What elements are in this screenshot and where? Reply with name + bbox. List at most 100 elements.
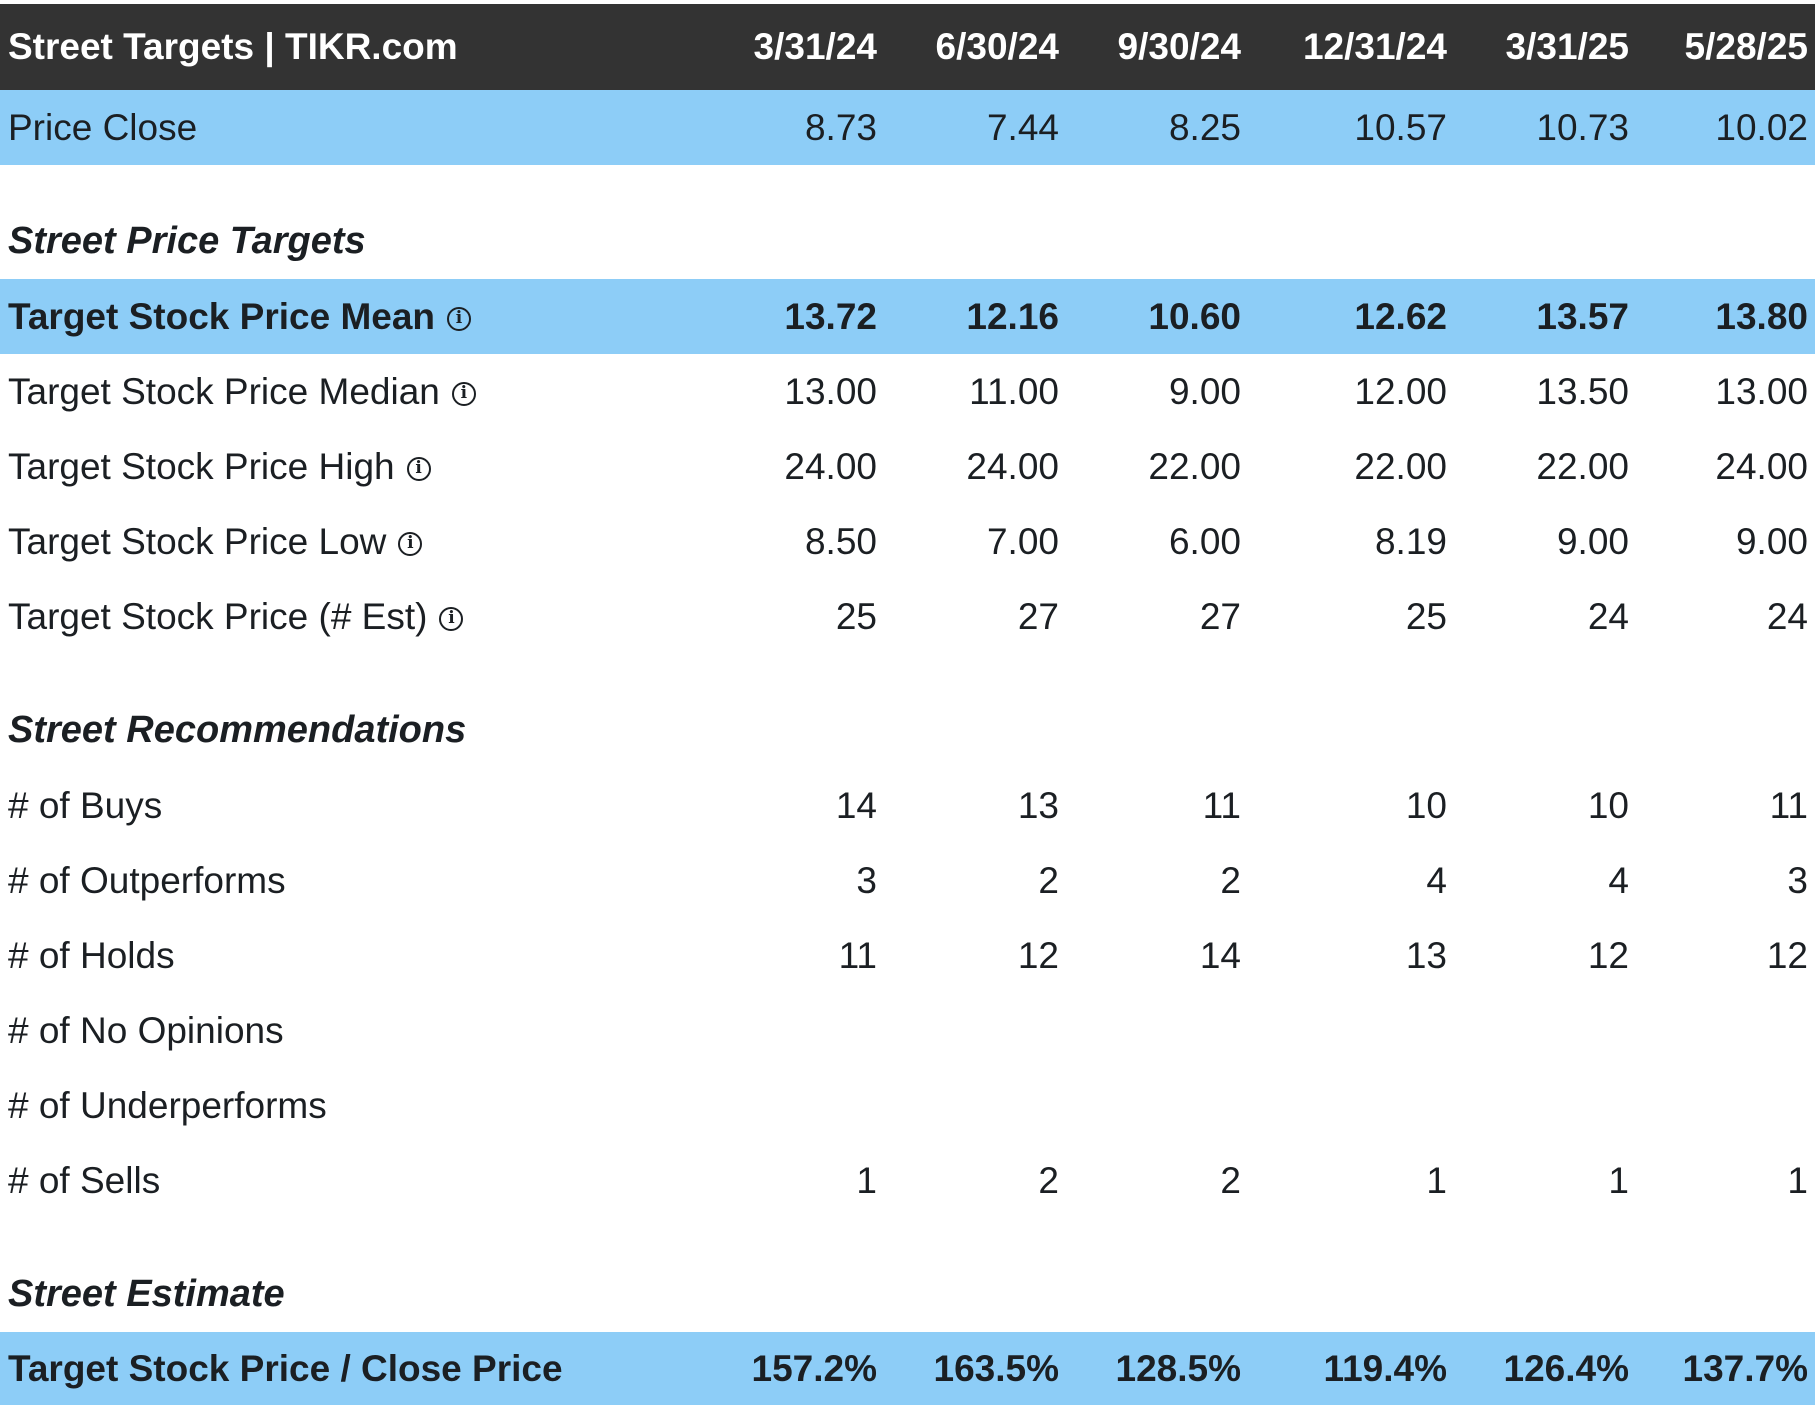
- date-header: 3/31/24: [753, 26, 877, 67]
- value-cell: [1447, 993, 1629, 1068]
- value-cell: 12.00: [1354, 370, 1447, 412]
- row-label: # of Buys: [0, 768, 700, 843]
- value-cell: 11: [1202, 784, 1241, 826]
- value-cell: [1241, 1068, 1447, 1143]
- info-icon[interactable]: i: [398, 531, 423, 556]
- value-cell: 11: [1769, 784, 1808, 826]
- value-cell: 14: [1199, 934, 1241, 976]
- value-cell: 24.00: [784, 445, 877, 487]
- padding-cell: [1808, 993, 1815, 1068]
- value-cell: 24.00: [1715, 445, 1808, 487]
- row-label: # of Sells: [0, 1143, 700, 1218]
- row-label-text: Target Stock Price Mean: [8, 295, 436, 337]
- value-cell: 13: [1017, 784, 1059, 826]
- info-icon[interactable]: i: [439, 606, 464, 631]
- value-cell: 7.44: [986, 106, 1059, 148]
- value-cell: 4: [1608, 859, 1629, 901]
- spacer-row: [0, 165, 1815, 203]
- value-cell: 25: [835, 595, 877, 637]
- row-label-text: # of Sells: [8, 1159, 161, 1201]
- value-cell: 9.00: [1556, 520, 1629, 562]
- padding-cell: [1808, 504, 1815, 579]
- info-icon[interactable]: i: [447, 306, 472, 331]
- row-label-text: Target Stock Price High: [8, 445, 395, 487]
- value-cell: 12.62: [1354, 295, 1447, 337]
- value-cell: 10: [1587, 784, 1629, 826]
- value-cell: [1241, 993, 1447, 1068]
- value-cell: 13.00: [784, 370, 877, 412]
- value-cell: 137.7%: [1682, 1347, 1809, 1389]
- padding-cell: [1808, 843, 1815, 918]
- date-header: 3/31/25: [1505, 26, 1629, 67]
- date-header: 5/28/25: [1684, 26, 1808, 67]
- header-row: Street Targets | TIKR.com 3/31/24 6/30/2…: [0, 4, 1815, 90]
- padding-cell: [1808, 579, 1815, 654]
- table-row-price-close: Price Close 8.73 7.44 8.25 10.57 10.73 10.02: [0, 90, 1815, 165]
- row-label: Target Stock Price Mean i: [0, 279, 700, 354]
- info-icon[interactable]: i: [406, 456, 431, 481]
- row-label: # of No Opinions: [0, 993, 700, 1068]
- spacer-cell: [0, 654, 1815, 692]
- section-title-row: Street Estimate: [0, 1256, 1815, 1332]
- table-row-of-holds: # of Holds 11 12 14 13 12 12: [0, 918, 1815, 993]
- table-row-of-underperforms: # of Underperforms: [0, 1068, 1815, 1143]
- padding-cell: [1808, 4, 1815, 90]
- value-cell: 10.73: [1536, 106, 1629, 148]
- padding-cell: [1808, 354, 1815, 429]
- value-cell: [700, 1068, 877, 1143]
- value-cell: 10.57: [1354, 106, 1447, 148]
- value-cell: 8.50: [804, 520, 877, 562]
- value-cell: 27: [1199, 595, 1241, 637]
- value-cell: 1: [1608, 1159, 1629, 1201]
- row-label-text: Target Stock Price Low: [8, 520, 387, 562]
- value-cell: 10.02: [1715, 106, 1808, 148]
- padding-cell: [1808, 279, 1815, 354]
- info-icon[interactable]: i: [451, 381, 476, 406]
- row-label: Target Stock Price / Close Price: [0, 1332, 700, 1405]
- padding-cell: [1808, 1068, 1815, 1143]
- table-title: Street Targets | TIKR.com: [8, 26, 458, 67]
- row-label-text: # of Outperforms: [8, 859, 286, 901]
- value-cell: 9.00: [1735, 520, 1808, 562]
- value-cell: 12: [1766, 934, 1808, 976]
- value-cell: 157.2%: [751, 1347, 878, 1389]
- row-label: Target Stock Price Low i: [0, 504, 700, 579]
- row-label-text: # of Underperforms: [8, 1084, 327, 1126]
- value-cell: 13.72: [784, 295, 877, 337]
- date-header: 6/30/24: [935, 26, 1059, 67]
- value-cell: [1059, 1068, 1241, 1143]
- value-cell: 24: [1587, 595, 1629, 637]
- value-cell: 24.00: [966, 445, 1059, 487]
- date-header: 9/30/24: [1117, 26, 1241, 67]
- padding-cell: [1808, 1332, 1815, 1405]
- value-cell: [1059, 993, 1241, 1068]
- row-label: # of Holds: [0, 918, 700, 993]
- table-row-target-stock-price-median: Target Stock Price Median i 13.00 11.00 9.00…: [0, 354, 1815, 429]
- value-cell: 10: [1405, 784, 1447, 826]
- row-label: # of Underperforms: [0, 1068, 700, 1143]
- spacer-cell: [0, 1218, 1815, 1256]
- value-cell: 1: [856, 1159, 877, 1201]
- value-cell: 14: [835, 784, 877, 826]
- value-cell: 2: [1220, 859, 1241, 901]
- section-title-row: Street Recommendations: [0, 692, 1815, 768]
- value-cell: [877, 1068, 1059, 1143]
- value-cell: 1: [1426, 1159, 1447, 1201]
- section-title: Street Price Targets: [8, 219, 366, 262]
- row-label-text: Target Stock Price (# Est): [8, 595, 428, 637]
- table-row-target-stock-price-mean: Target Stock Price Mean i 13.72 12.16 10.60 1…: [0, 279, 1815, 354]
- value-cell: 7.00: [986, 520, 1059, 562]
- spacer-row: [0, 1218, 1815, 1256]
- table-row-of-outperforms: # of Outperforms 3 2 2 4 4 3: [0, 843, 1815, 918]
- row-label-text: Target Stock Price / Close Price: [8, 1347, 563, 1389]
- section-title: Street Recommendations: [8, 708, 467, 751]
- value-cell: 10.60: [1148, 295, 1241, 337]
- value-cell: 1: [1787, 1159, 1808, 1201]
- value-cell: 126.4%: [1503, 1347, 1630, 1389]
- value-cell: 27: [1017, 595, 1059, 637]
- value-cell: 24: [1766, 595, 1808, 637]
- value-cell: 8.19: [1374, 520, 1447, 562]
- table-row-target-stock-price-low: Target Stock Price Low i 8.50 7.00 6.00 8.19 9…: [0, 504, 1815, 579]
- value-cell: 8.25: [1168, 106, 1241, 148]
- padding-cell: [1808, 429, 1815, 504]
